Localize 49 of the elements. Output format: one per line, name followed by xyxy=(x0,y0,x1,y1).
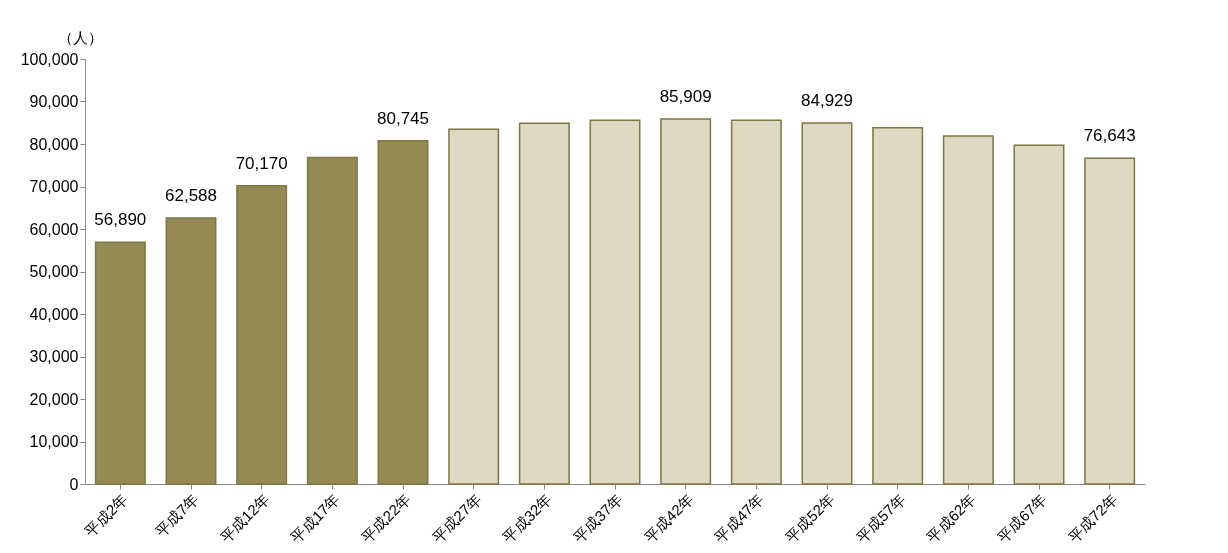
data-label: 62,588 xyxy=(165,186,217,205)
bar xyxy=(942,135,994,485)
bar xyxy=(730,119,782,485)
data-label: 80,745 xyxy=(377,108,429,128)
y-tick-label: 30,000 xyxy=(29,348,79,365)
bar xyxy=(236,185,288,485)
x-tick-label: 平成27年 xyxy=(428,490,485,546)
x-tick-label: 平成12年 xyxy=(216,490,273,546)
bar xyxy=(660,118,712,485)
bar xyxy=(165,217,217,485)
bar xyxy=(94,241,146,485)
bar xyxy=(801,122,853,485)
x-tick-label: 平成57年 xyxy=(852,490,909,546)
y-tick-label: 100,000 xyxy=(20,50,79,68)
bar xyxy=(1084,157,1136,485)
y-tick-label: 80,000 xyxy=(29,135,79,153)
y-tick-label: 40,000 xyxy=(29,305,79,323)
y-tick-label: 50,000 xyxy=(29,263,79,280)
bar xyxy=(589,119,641,485)
x-tick-label: 平成32年 xyxy=(499,490,555,546)
x-tick-label: 平成17年 xyxy=(287,490,343,546)
x-tick-label: 平成62年 xyxy=(923,490,979,546)
x-tick-label: 平成7年 xyxy=(151,490,202,540)
y-tick-label: 90,000 xyxy=(29,93,79,110)
x-tick-label: 平成22年 xyxy=(357,490,414,546)
y-tick-label: 0 xyxy=(69,475,79,493)
x-tick-label: 平成52年 xyxy=(781,490,838,546)
data-label: 70,170 xyxy=(235,153,288,173)
bar xyxy=(518,122,570,485)
x-tick-label: 平成72年 xyxy=(1064,490,1121,546)
bar xyxy=(377,140,429,485)
data-label: 85,909 xyxy=(659,86,712,106)
y-tick-label: 60,000 xyxy=(29,220,79,238)
bar xyxy=(1013,144,1065,485)
x-tick-label: 平成42年 xyxy=(640,490,697,546)
x-tick-label: 平成47年 xyxy=(711,490,767,546)
data-label: 84,929 xyxy=(801,91,853,111)
data-label: 76,643 xyxy=(1083,126,1136,146)
y-tick-label: 20,000 xyxy=(29,390,79,408)
y-tick-label: 10,000 xyxy=(29,433,79,450)
y-axis-title: （人） xyxy=(57,28,103,46)
y-tick-label: 70,000 xyxy=(29,178,79,195)
x-tick-label: 平成67年 xyxy=(993,490,1050,546)
bar xyxy=(306,156,358,485)
x-tick-label: 平成37年 xyxy=(569,490,626,546)
x-tick-label: 平成2年 xyxy=(81,490,131,540)
bar xyxy=(448,128,500,485)
data-label: 56,890 xyxy=(94,210,147,230)
bar xyxy=(872,127,924,485)
